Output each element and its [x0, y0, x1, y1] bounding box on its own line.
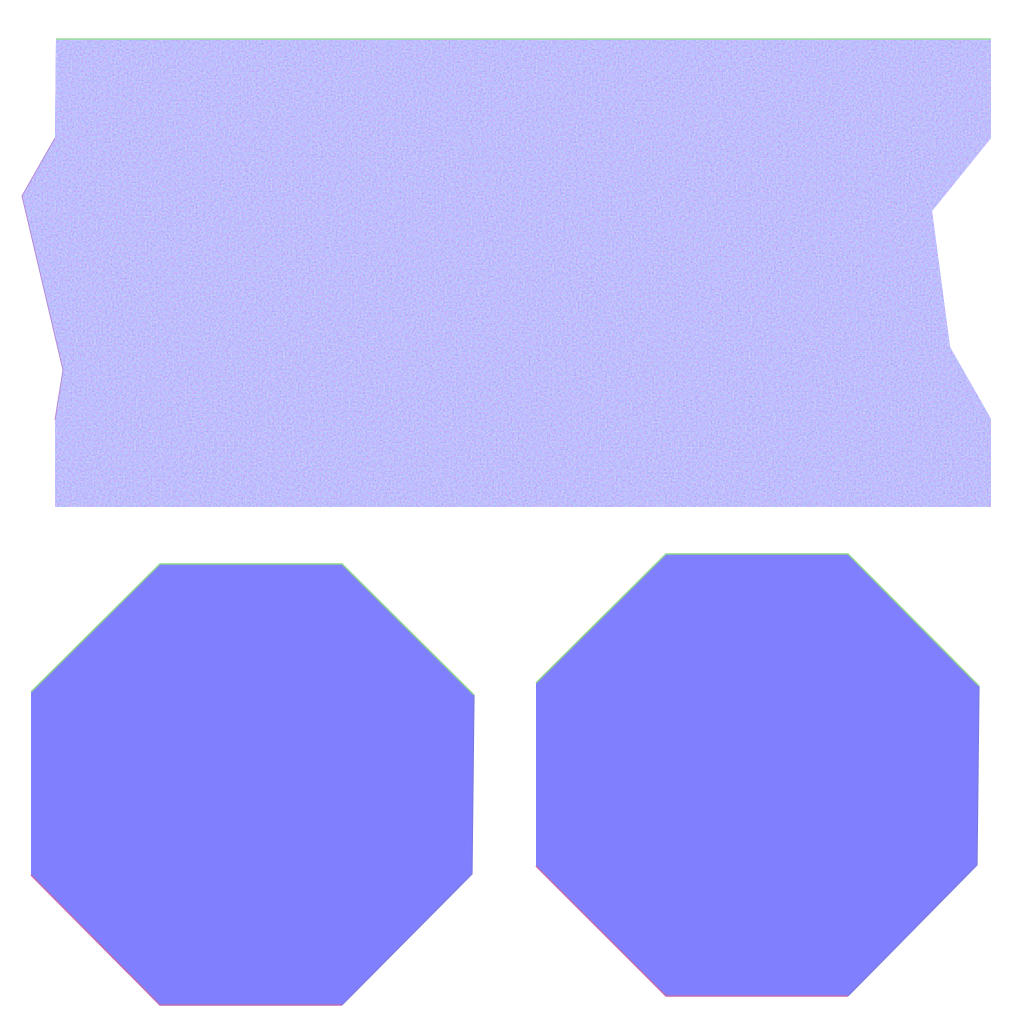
slab-panel-noise-surface: [22, 39, 991, 507]
octagon-left-bottom-edge: [30, 874, 342, 1006]
octagon-left: [30, 563, 475, 1006]
octagon-right-right-edge: [847, 685, 980, 997]
slab-panel: [21, 38, 991, 507]
octagon-right: [535, 553, 980, 997]
octagon-left-right-edge: [341, 694, 475, 1006]
octagon-right-face: [536, 554, 979, 996]
octagon-right-bottom-edge: [535, 865, 848, 997]
octagon-left-face: [31, 564, 474, 1005]
octagon-left-top-edge: [30, 563, 475, 696]
octagon-right-top-edge: [535, 553, 980, 687]
slab-panel-left-edge: [21, 137, 64, 421]
